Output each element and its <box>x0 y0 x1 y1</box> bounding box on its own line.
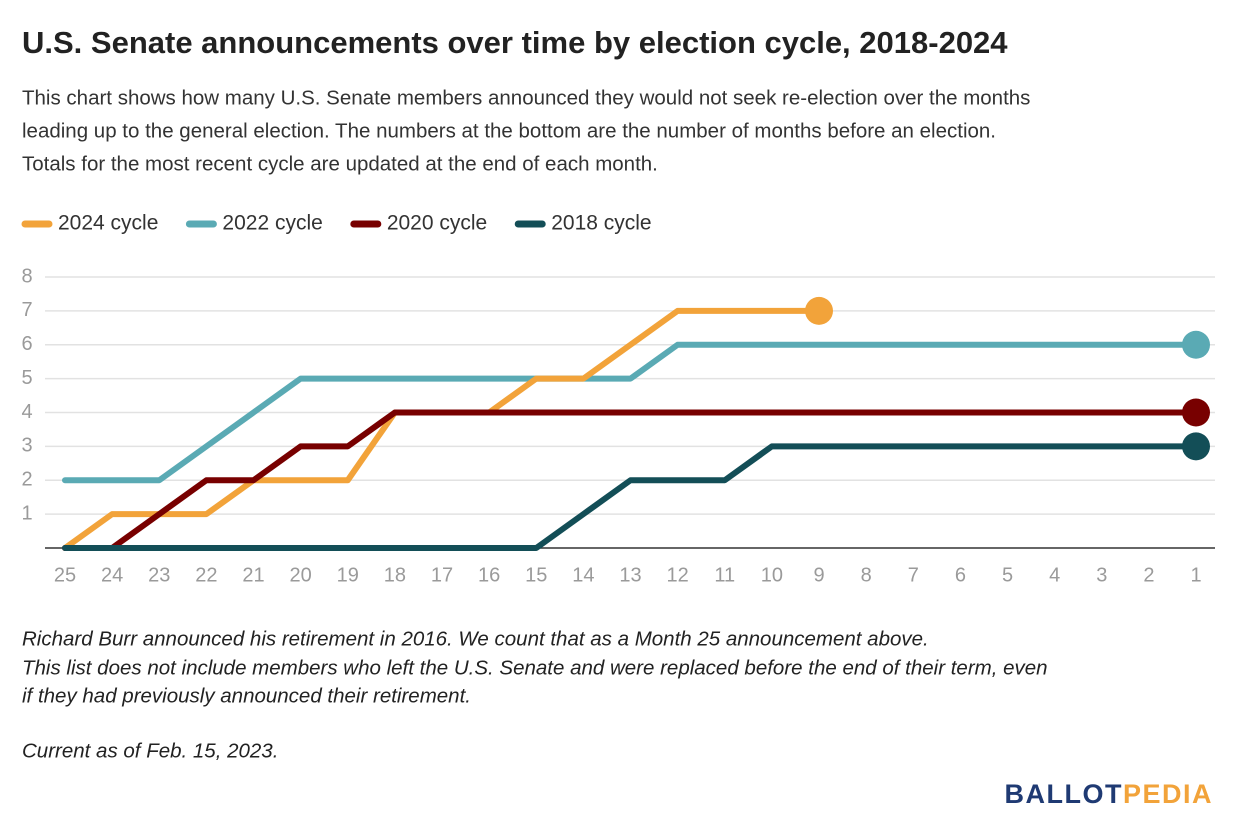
y-tick-label: 1 <box>21 502 32 524</box>
x-tick-label: 2 <box>1143 564 1154 586</box>
logo-part: PEDIA <box>1123 779 1213 809</box>
footnote: Current as of Feb. 15, 2023. <box>22 739 278 762</box>
y-tick-label: 8 <box>21 265 32 287</box>
end-marker <box>1182 432 1210 461</box>
y-tick-label: 5 <box>21 367 32 389</box>
x-tick-label: 12 <box>667 564 689 586</box>
x-tick-label: 18 <box>384 564 406 586</box>
x-tick-label: 6 <box>955 564 966 586</box>
x-tick-label: 24 <box>101 564 123 586</box>
end-marker <box>805 296 833 325</box>
series-line <box>62 341 1199 484</box>
logo-part: BALLOT <box>1004 779 1122 809</box>
x-tick-label: 22 <box>195 564 217 586</box>
legend-label: 2020 cycle <box>387 212 487 235</box>
subtitle: This chart shows how many U.S. Senate me… <box>22 86 1030 109</box>
x-tick-label: 3 <box>1096 564 1107 586</box>
series-line <box>62 409 1199 551</box>
x-tick-label: 21 <box>242 564 264 586</box>
x-tick-label: 1 <box>1190 564 1201 586</box>
y-tick-label: 4 <box>21 401 32 423</box>
x-tick-label: 10 <box>761 564 783 586</box>
chart-title: U.S. Senate announcements over time by e… <box>22 25 1008 60</box>
subtitle: Totals for the most recent cycle are upd… <box>22 152 658 175</box>
end-marker <box>1182 398 1210 427</box>
x-tick-label: 15 <box>525 564 547 586</box>
footnote: Richard Burr announced his retirement in… <box>22 627 929 650</box>
logo: BALLOTPEDIA <box>1004 779 1213 809</box>
legend-label: 2024 cycle <box>58 212 158 235</box>
x-tick-label: 17 <box>431 564 453 586</box>
x-tick-label: 23 <box>148 564 170 586</box>
y-tick-label: 2 <box>21 469 32 491</box>
y-tick-label: 6 <box>21 333 32 355</box>
legend-label: 2018 cycle <box>551 212 651 235</box>
x-tick-label: 4 <box>1049 564 1060 586</box>
x-tick-label: 9 <box>813 564 824 586</box>
y-tick-label: 3 <box>21 435 32 457</box>
x-tick-label: 19 <box>337 564 359 586</box>
y-tick-label: 7 <box>21 299 32 321</box>
footnote: if they had previously announced their r… <box>22 684 471 707</box>
end-marker <box>1182 330 1210 359</box>
x-tick-label: 11 <box>714 564 735 586</box>
subtitle: leading up to the general election. The … <box>22 119 996 142</box>
legend-label: 2022 cycle <box>222 212 322 235</box>
x-tick-label: 5 <box>1002 564 1013 586</box>
footnote: This list does not include members who l… <box>22 656 1048 679</box>
x-tick-label: 7 <box>908 564 919 586</box>
series-line <box>62 443 1199 551</box>
x-tick-label: 16 <box>478 564 500 586</box>
x-tick-label: 13 <box>619 564 641 586</box>
x-tick-label: 25 <box>54 564 76 586</box>
x-tick-label: 20 <box>290 564 312 586</box>
x-tick-label: 14 <box>572 564 594 586</box>
x-tick-label: 8 <box>861 564 872 586</box>
